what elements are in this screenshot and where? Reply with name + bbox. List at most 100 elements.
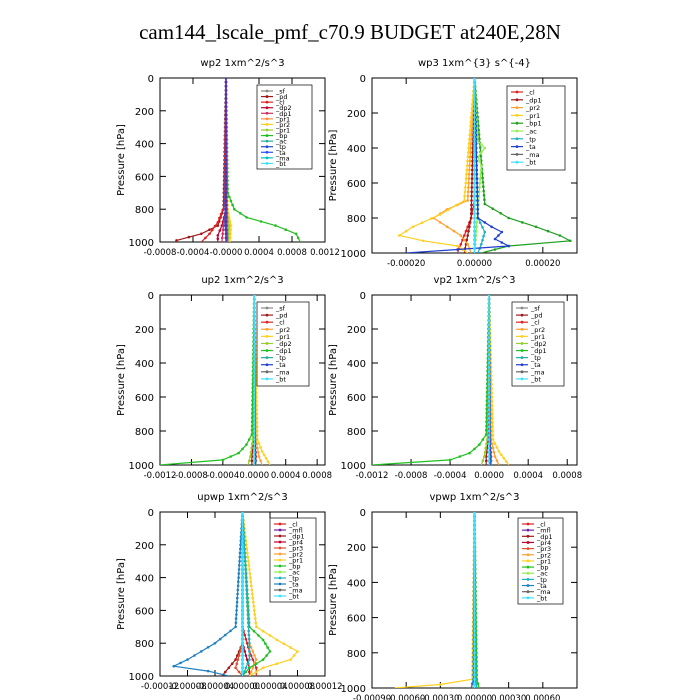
series-marker [500,453,503,457]
series-marker [473,124,476,128]
series-marker [247,633,251,637]
series-marker [224,97,228,100]
series-marker [481,176,484,180]
series-marker [243,551,246,555]
y-axis-label: Pressure [hPa] [116,344,127,416]
series-marker [284,228,288,231]
series-marker [470,177,474,180]
series-marker [235,605,239,608]
series-marker [504,460,508,463]
legend-entry: _dp1 [536,533,553,541]
y-tick-label: 400 [347,578,366,589]
series-marker [456,244,459,248]
series-marker [224,101,228,104]
series-marker [493,442,497,445]
series-marker [224,162,228,166]
series-marker [241,543,244,547]
series-line [200,78,227,242]
series-marker [481,226,484,229]
series-marker [211,228,214,232]
series-marker [253,387,256,390]
series-marker [465,164,469,167]
series-marker [245,547,249,551]
legend-entry: _pr4 [288,539,303,547]
series-marker [175,239,178,242]
y-tick-label: 200 [347,325,366,336]
x-tick-label: -0.00008 [168,682,206,692]
legend-entry: _bt [536,594,547,602]
series-marker [493,237,497,241]
series-marker [490,387,494,390]
series-marker [229,629,232,633]
legend-entry: _ma [288,587,303,595]
legend-marker [526,553,530,557]
series-marker [411,225,415,229]
series-marker [261,658,265,661]
series-marker [487,459,491,463]
series-marker [241,572,244,575]
series-marker [473,159,476,163]
series-group [394,512,480,688]
series-marker [473,173,476,176]
x-tick-label: 0.00060 [525,694,560,700]
series-marker [282,642,286,645]
series-marker [264,642,267,645]
series-marker [229,232,232,236]
legend-entry: _ma [275,368,290,376]
series-marker [469,120,473,124]
legend-marker [526,541,530,544]
series-marker [248,658,251,661]
legend-marker [278,558,282,562]
series-marker [224,670,227,674]
series-marker [468,155,472,159]
series-marker [237,572,241,575]
series-marker [463,190,467,194]
series-marker [294,232,298,236]
y-tick-label: 400 [135,359,154,370]
legend-marker [526,596,530,600]
x-tick-label: 0.00012 [307,682,342,692]
legend-marker [278,588,282,592]
legend-entry: _tp [288,575,299,583]
series-marker [483,230,487,234]
series-marker [487,353,491,356]
legend-entry: _pd [530,312,543,320]
series-marker [452,229,456,233]
series-marker [482,185,485,188]
series-marker [249,576,252,579]
legend-marker [520,356,524,360]
legend-marker [520,377,524,381]
series-marker [487,298,491,301]
series-marker [468,164,471,167]
series-marker [480,143,483,146]
series-marker [253,412,256,416]
series-marker [473,177,476,180]
series-marker [234,617,238,620]
series-marker [253,613,257,616]
series-marker [487,332,491,335]
series-marker [224,150,228,154]
series-marker [268,634,272,637]
series-marker [475,151,478,154]
series-marker [241,564,244,567]
series-marker [471,155,474,159]
legend-entry: _cl [530,319,540,327]
series-marker [499,212,503,215]
y-tick-label: 600 [135,606,154,617]
series-marker [466,194,470,198]
series-marker [254,617,257,620]
series-marker [487,366,491,369]
series-marker [245,588,248,592]
y-axis-label: Pressure [hPa] [116,124,127,196]
series-marker [224,179,228,182]
series-marker [254,670,258,674]
series-marker [493,455,497,458]
y-tick-label: 600 [347,393,366,404]
legend-entry: _tp [530,354,541,362]
series-marker [236,584,240,588]
series-marker [465,238,469,242]
series-marker [246,617,250,620]
series-marker [497,234,500,237]
series-marker [470,203,473,207]
legend-marker [515,90,519,94]
